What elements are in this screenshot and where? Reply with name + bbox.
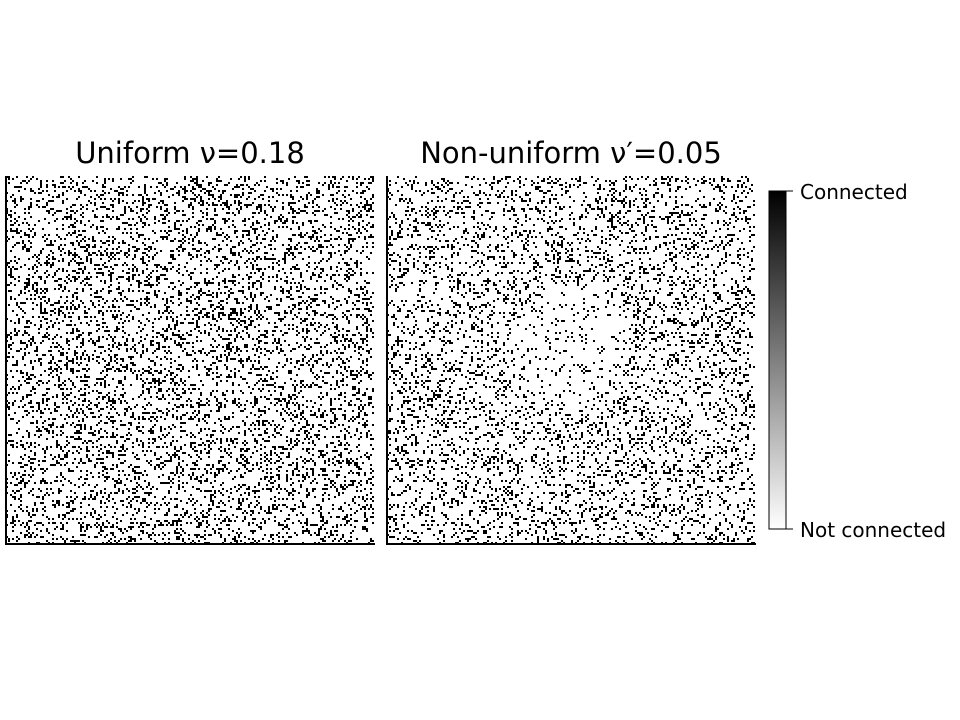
colorbar-label-not-connected: Not connected: [800, 518, 947, 542]
colorbar: [768, 190, 793, 530]
non-uniform-bottom-spine: [386, 543, 756, 545]
colorbar-gradient: [768, 190, 787, 530]
uniform-bottom-spine: [5, 543, 375, 545]
uniform-left-spine: [5, 176, 7, 545]
connection-cells: [6, 176, 374, 544]
non-uniform-connectivity-matrix: [387, 176, 755, 544]
connection-cells: [387, 176, 755, 544]
colorbar-label-connected: Connected: [800, 180, 908, 204]
panel-title-non-uniform: Non-uniform ν′=0.05: [420, 136, 722, 170]
panel-title-uniform: Uniform ν=0.18: [75, 136, 305, 170]
non-uniform-left-spine: [386, 176, 388, 545]
uniform-connectivity-matrix: [6, 176, 374, 544]
